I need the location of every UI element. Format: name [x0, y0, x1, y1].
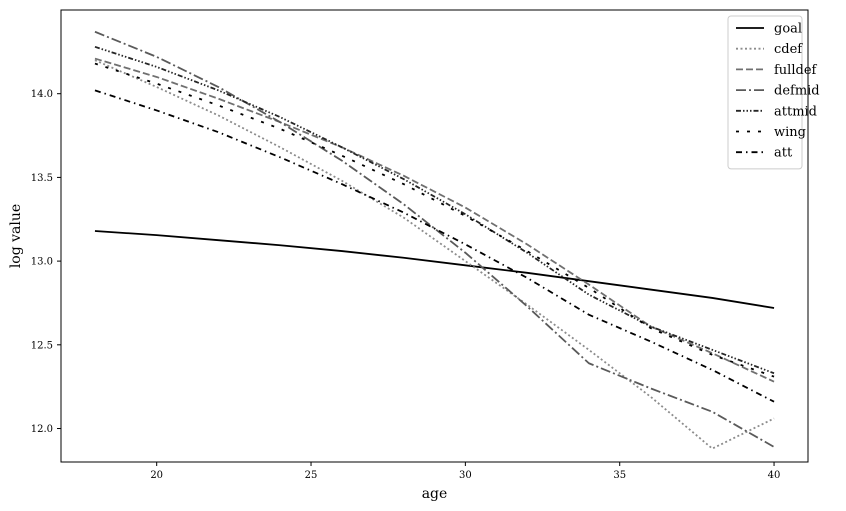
- y-tick-label: 12.0: [31, 424, 53, 435]
- x-tick-label: 30: [459, 470, 472, 481]
- x-tick-label: 20: [150, 470, 163, 481]
- series-line-att: [94, 89, 775, 403]
- series-line-cdef: [94, 59, 775, 450]
- series-line-defmid: [94, 30, 775, 448]
- series-line-attmid: [94, 45, 775, 375]
- legend-label-attmid: attmid: [774, 104, 817, 119]
- x-tick-label: 35: [613, 470, 626, 481]
- legend-label-wing: wing: [774, 125, 806, 140]
- y-tick-label: 12.5: [31, 340, 53, 351]
- x-axis-label: age: [422, 486, 448, 502]
- series-line-fulldef: [94, 57, 775, 383]
- series-layer: [94, 30, 775, 450]
- x-tick-label: 40: [768, 470, 781, 481]
- x-tick-label: 25: [305, 470, 318, 481]
- y-tick-label: 13.0: [31, 257, 53, 268]
- y-axis: 12.0 12.5 13.0 13.5 14.0: [31, 89, 61, 435]
- legend-label-goal: goal: [774, 22, 802, 37]
- plot-frame: [60, 9, 809, 463]
- y-axis-label: log value: [8, 204, 24, 268]
- legend-label-fulldef: fulldef: [774, 63, 818, 78]
- legend: goal cdef fulldef defmid attmid wing att: [727, 15, 820, 170]
- series-line-goal: [94, 230, 775, 309]
- legend-frame: [727, 15, 803, 170]
- legend-label-cdef: cdef: [774, 42, 803, 57]
- series-line-wing: [94, 62, 775, 378]
- x-axis: 20 25 30 35 40: [150, 462, 780, 481]
- legend-label-att: att: [774, 146, 793, 161]
- y-tick-label: 13.5: [31, 173, 53, 184]
- y-tick-label: 14.0: [31, 89, 53, 100]
- legend-label-defmid: defmid: [774, 84, 820, 99]
- plot-area: [60, 9, 809, 463]
